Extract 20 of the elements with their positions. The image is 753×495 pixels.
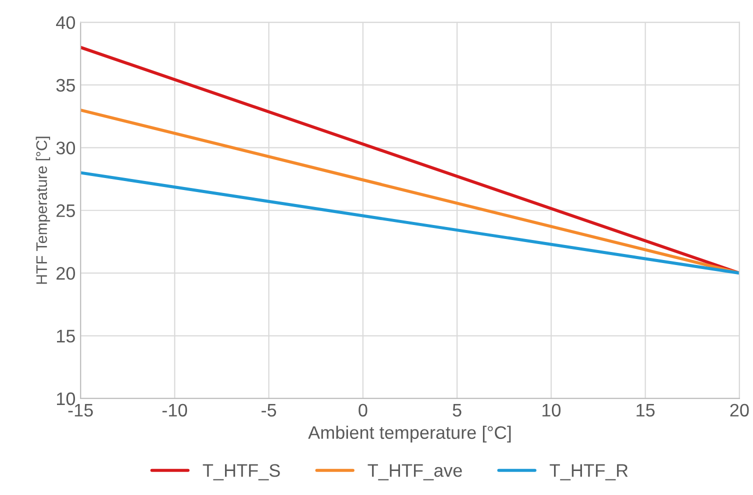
x-tick-label: -15 <box>68 404 93 417</box>
x-tick-label: 5 <box>452 404 462 417</box>
y-tick-label: 40 <box>56 16 76 29</box>
y-tick-label: 15 <box>57 330 75 342</box>
y-tick-label: 35 <box>56 78 75 92</box>
legend-label: T_HTF_R <box>550 464 628 480</box>
x-tick-label: 10 <box>542 404 561 417</box>
legend-label: T_HTF_ave <box>368 464 462 480</box>
y-axis-title: HTF Temperature [°C] <box>36 136 50 284</box>
x-tick-label: -10 <box>162 404 188 417</box>
y-tick-label: 25 <box>56 204 75 218</box>
x-axis-title: Ambient temperature [°C] <box>308 426 511 443</box>
legend-label: T_HTF_S <box>202 464 280 480</box>
y-tick-label: 20 <box>56 267 76 280</box>
y-tick-label: 30 <box>56 142 76 154</box>
x-tick-label: 15 <box>636 404 655 417</box>
y-tick-label: 10 <box>57 392 76 406</box>
x-tick-label: 0 <box>358 404 368 417</box>
x-tick-label: -5 <box>262 404 276 417</box>
x-tick-label: 20 <box>730 404 749 417</box>
